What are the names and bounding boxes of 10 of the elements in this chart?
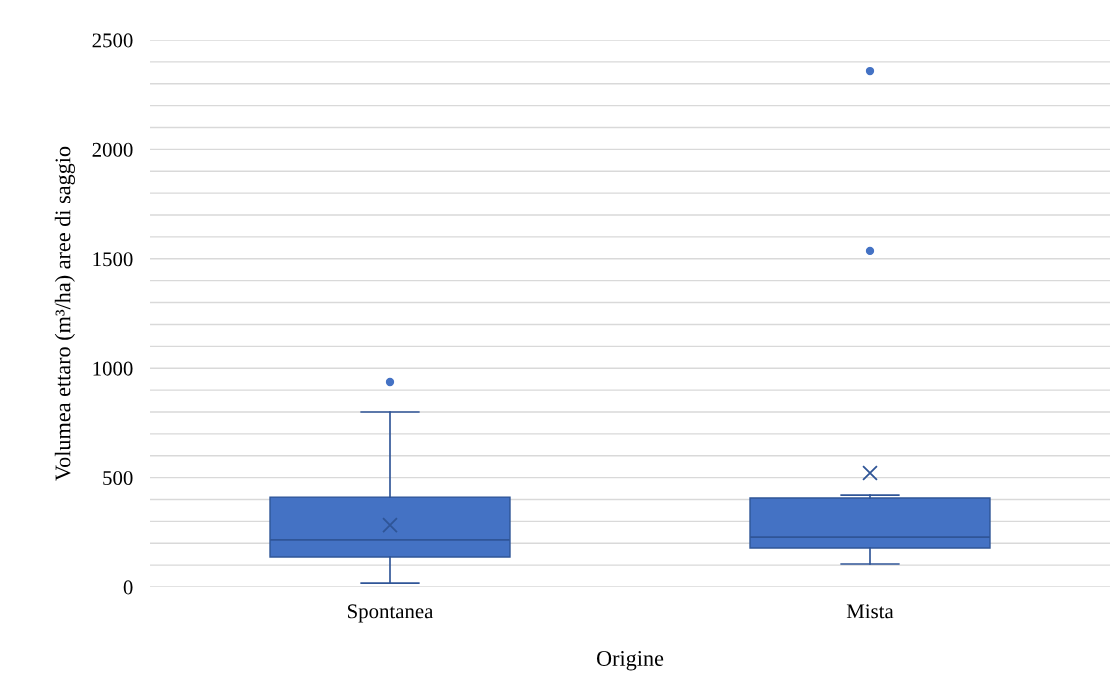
x-tick-label: Mista [846, 604, 894, 619]
y-tick-label: 500 [103, 470, 133, 486]
y-tick-label: 0 [123, 580, 133, 595]
y-axis-title: Volumea ettaro (m³/ha) aree di saggio [54, 146, 75, 481]
x-axis-title: Origine [596, 650, 664, 671]
y-tick-label: 1500 [93, 252, 133, 267]
y-tick-label: 1000 [93, 361, 133, 376]
y-tick-label: 2500 [92, 33, 133, 48]
y-tick-label: 2000 [92, 142, 133, 157]
x-tick-label: Spontanea [348, 604, 434, 623]
